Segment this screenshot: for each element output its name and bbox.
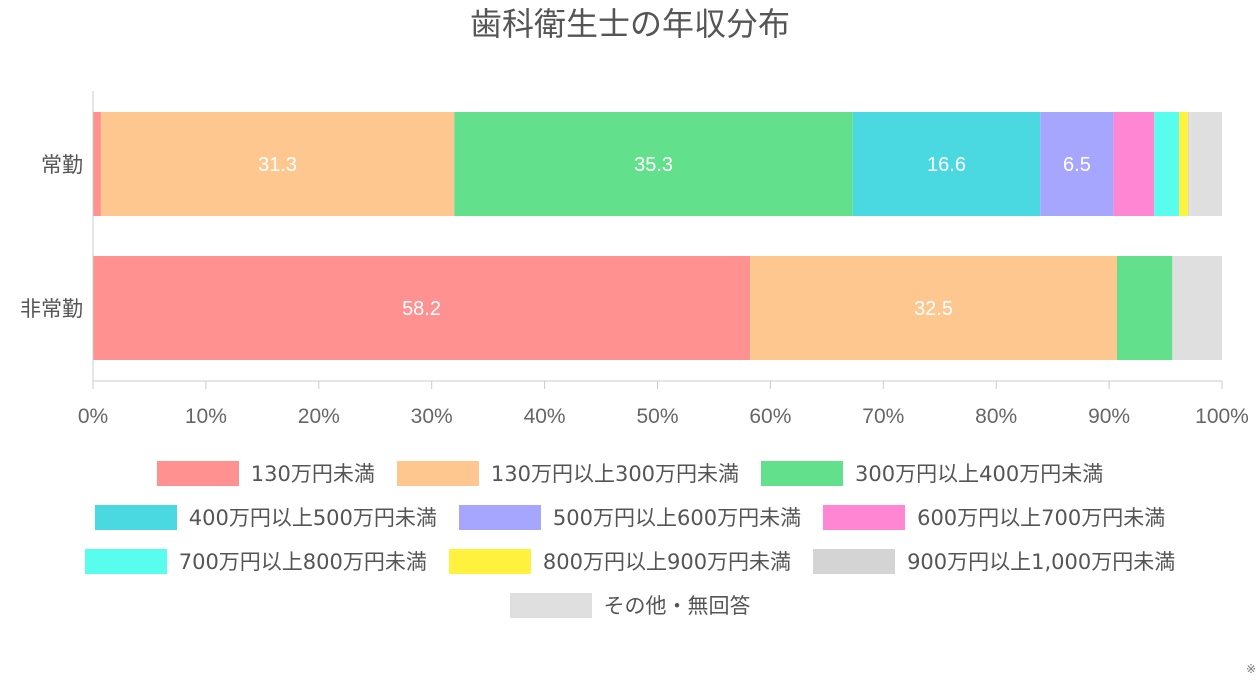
legend-label: その他・無回答: [603, 594, 751, 618]
bar-segment-0-4: [1040, 112, 1114, 216]
bar-segment-1-1: [750, 256, 1118, 360]
legend-swatch: [823, 504, 906, 530]
bar-segment-1-2: [1117, 256, 1173, 360]
bar-segment-0-6: [1154, 112, 1180, 216]
bars-layer: 31.3 35.3 16.6 6.5 58.2 32.5: [93, 112, 1222, 360]
legend-swatch: [84, 548, 167, 574]
bar-segment-1-9: [1172, 256, 1222, 360]
x-tick-label: 20%: [298, 405, 340, 428]
bar-segment-0-0: [93, 112, 101, 216]
legend-item[interactable]: 600万円以上700万円未満: [823, 502, 1165, 532]
x-tick-label: 30%: [411, 405, 453, 428]
bar-segment-1-0: [93, 256, 751, 360]
x-tick-label: 10%: [185, 405, 227, 428]
legend-item[interactable]: 700万円以上800万円未満: [84, 546, 427, 576]
bar-segment-0-2: [454, 112, 853, 216]
legend-label: 300万円以上400万円未満: [855, 462, 1104, 486]
bar-segment-0-7: [1179, 112, 1189, 216]
legend-item[interactable]: 400万円以上500万円未満: [94, 502, 437, 532]
legend-item[interactable]: 800万円以上900万円未満: [448, 546, 792, 576]
data-label: 31.3: [258, 154, 297, 176]
legend-item[interactable]: その他・無回答: [509, 590, 751, 620]
x-tick-label: 70%: [862, 405, 904, 428]
x-tick-label: 50%: [636, 405, 678, 428]
legend-swatch: [458, 504, 541, 530]
bar-segment-0-1: [100, 112, 455, 216]
x-tick-label: 60%: [749, 405, 791, 428]
legend-item[interactable]: 300万円以上400万円未満: [761, 458, 1103, 488]
legend-swatch: [156, 460, 239, 486]
legend-row: 700万円以上800万円未満 800万円以上900万円未満 900万円以上1,000…: [0, 546, 1260, 576]
bar-segment-0-8: [1188, 112, 1190, 216]
legend-row: その他・無回答: [0, 590, 1260, 620]
legend-swatch: [448, 548, 531, 574]
data-label: 32.5: [914, 298, 953, 320]
legend-label: 130万円以上300万円未満: [490, 462, 740, 486]
chart-title: 歯科衛生士の年収分布: [469, 5, 790, 43]
legend-swatch: [509, 592, 592, 618]
legend-label: 700万円以上800万円未満: [178, 550, 427, 574]
data-label: 6.5: [1063, 154, 1091, 176]
x-tick-label: 0%: [78, 405, 108, 428]
legend-swatch: [761, 460, 844, 486]
legend-item[interactable]: 500万円以上600万円未満: [458, 502, 802, 532]
legend-row: 400万円以上500万円未満 500万円以上600万円未満 600万円以上700万円…: [0, 502, 1260, 532]
bar-segment-0-3: [852, 112, 1041, 216]
category-label: 非常勤: [20, 297, 83, 321]
legend-label: 800万円以上900万円未満: [542, 550, 792, 574]
data-label: 58.2: [402, 298, 441, 320]
legend-label: 600万円以上700万円未満: [917, 506, 1166, 530]
x-tick-label: 90%: [1088, 405, 1130, 428]
legend-item[interactable]: 130万円未満: [156, 458, 375, 488]
bar-segment-0-9: [1189, 112, 1222, 216]
bar-segment-0-5: [1113, 112, 1155, 216]
category-label: 常勤: [41, 153, 83, 177]
data-label: 16.6: [927, 154, 966, 176]
footnote: ※: [1245, 662, 1256, 676]
legend-label: 500万円以上600万円未満: [552, 506, 802, 530]
legend-label: 400万円以上500万円未満: [188, 506, 437, 530]
legend-swatch: [94, 504, 177, 530]
legend-item[interactable]: 130万円以上300万円未満: [396, 458, 740, 488]
x-tick-label: 100%: [1195, 405, 1249, 428]
legend-swatch: [396, 460, 479, 486]
legend-item[interactable]: 900万円以上1,000万円未満: [813, 546, 1175, 576]
x-tick-label: 80%: [975, 405, 1017, 428]
legend-swatch: [813, 548, 896, 574]
data-label: 35.3: [634, 154, 673, 176]
x-tick-label: 40%: [524, 405, 566, 428]
legend-label: 900万円以上1,000万円未満: [907, 550, 1176, 574]
legend-row: 130万円未満 130万円以上300万円未満 300万円以上400万円未満: [0, 458, 1260, 488]
legend-label: 130万円未満: [250, 462, 375, 486]
